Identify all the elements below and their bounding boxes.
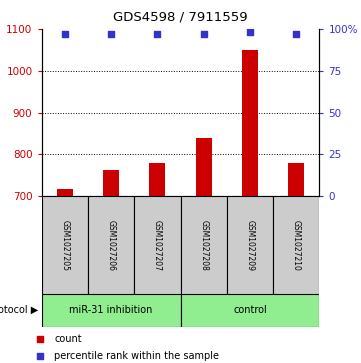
- Text: count: count: [54, 334, 82, 344]
- Bar: [180, 196, 227, 294]
- Text: percentile rank within the sample: percentile rank within the sample: [54, 351, 219, 361]
- Text: GSM1027207: GSM1027207: [153, 220, 162, 270]
- Text: control: control: [233, 305, 267, 315]
- Point: [37, 337, 43, 342]
- Point: [247, 29, 253, 35]
- Bar: [134, 196, 180, 294]
- Text: GDS4598 / 7911559: GDS4598 / 7911559: [113, 11, 248, 24]
- Bar: [227, 196, 273, 294]
- Point: [37, 353, 43, 359]
- Text: miR-31 inhibition: miR-31 inhibition: [69, 305, 153, 315]
- Text: GSM1027208: GSM1027208: [199, 220, 208, 270]
- Bar: [242, 50, 258, 196]
- Bar: [288, 163, 304, 196]
- Text: GSM1027205: GSM1027205: [60, 220, 69, 270]
- Point: [108, 31, 114, 37]
- Text: GSM1027210: GSM1027210: [292, 220, 301, 270]
- Bar: [42, 196, 88, 294]
- Point: [293, 31, 299, 37]
- Point: [62, 31, 68, 37]
- Bar: [273, 196, 319, 294]
- Text: GSM1027206: GSM1027206: [106, 220, 116, 270]
- Bar: [180, 294, 319, 327]
- Bar: [88, 196, 134, 294]
- Point: [201, 31, 206, 37]
- Bar: [196, 138, 212, 196]
- Text: protocol ▶: protocol ▶: [0, 305, 38, 315]
- Text: GSM1027209: GSM1027209: [245, 220, 255, 270]
- Bar: [57, 189, 73, 196]
- Point: [155, 31, 160, 37]
- Bar: [103, 170, 119, 196]
- Bar: [149, 163, 165, 196]
- Bar: [42, 294, 180, 327]
